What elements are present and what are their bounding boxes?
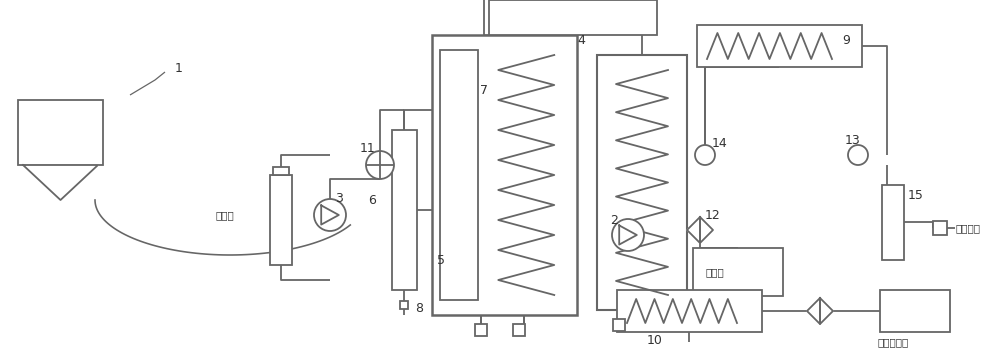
Bar — [513, 324, 525, 336]
Text: 4: 4 — [577, 34, 585, 46]
Polygon shape — [23, 165, 98, 200]
Bar — [597, 55, 687, 310]
Text: 14: 14 — [712, 136, 728, 150]
Bar — [880, 290, 950, 332]
Circle shape — [314, 199, 346, 231]
Bar — [432, 35, 577, 315]
Bar — [882, 185, 904, 260]
Bar — [933, 221, 947, 235]
Bar — [617, 290, 762, 332]
Bar — [613, 319, 625, 331]
Text: 6: 6 — [368, 193, 376, 206]
Polygon shape — [700, 217, 713, 243]
Polygon shape — [321, 205, 339, 225]
Circle shape — [695, 145, 715, 165]
Bar — [484, 0, 544, 35]
Text: 12: 12 — [705, 208, 721, 221]
Bar — [400, 301, 408, 309]
Text: 15: 15 — [908, 188, 924, 201]
Polygon shape — [820, 298, 833, 324]
Text: 5: 5 — [437, 253, 445, 266]
Bar — [273, 167, 289, 175]
Bar — [392, 130, 417, 290]
Text: 8: 8 — [415, 302, 423, 315]
Polygon shape — [619, 225, 637, 245]
Polygon shape — [807, 298, 820, 324]
Text: 排盐收集器: 排盐收集器 — [878, 337, 909, 347]
Text: 进料槽: 进料槽 — [705, 267, 724, 277]
Text: 7: 7 — [480, 84, 488, 96]
Bar — [489, 0, 657, 35]
Circle shape — [848, 145, 868, 165]
Text: 10: 10 — [647, 333, 663, 347]
Text: 11: 11 — [360, 141, 376, 155]
Bar — [270, 175, 292, 265]
Bar — [18, 100, 103, 165]
Bar — [697, 25, 862, 67]
Text: 3: 3 — [335, 191, 343, 205]
Bar — [693, 248, 783, 296]
Text: 9: 9 — [842, 34, 850, 46]
Text: 13: 13 — [845, 134, 861, 146]
Circle shape — [612, 219, 644, 251]
Polygon shape — [687, 217, 700, 243]
Text: 氧气瓶: 氧气瓶 — [215, 210, 234, 220]
Circle shape — [366, 151, 394, 179]
Bar — [475, 324, 487, 336]
Text: 2: 2 — [610, 213, 618, 226]
Text: 1: 1 — [175, 61, 183, 75]
Bar — [440, 50, 478, 300]
Text: 出水取样: 出水取样 — [955, 223, 980, 233]
